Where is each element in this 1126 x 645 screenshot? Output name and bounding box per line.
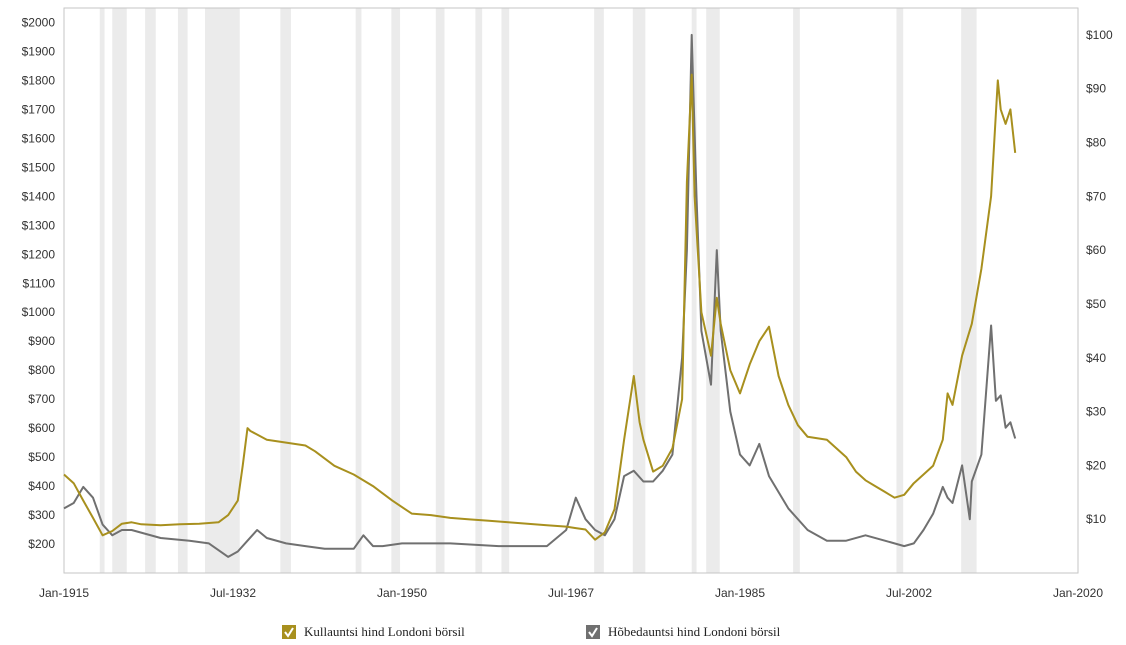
recession-band	[793, 8, 800, 573]
legend-label-silver: Hõbedauntsi hind Londoni börsil	[608, 624, 781, 639]
left-axis-tick-label: $800	[28, 363, 55, 377]
recession-band	[594, 8, 604, 573]
legend-item-gold[interactable]: Kullauntsi hind Londoni börsil	[282, 624, 465, 640]
legend: Kullauntsi hind Londoni börsil Hõbedaunt…	[0, 624, 1126, 644]
right-axis-tick-label: $100	[1086, 28, 1113, 42]
silver-checkbox-icon[interactable]	[586, 625, 600, 639]
left-axis-tick-label: $1300	[22, 218, 56, 232]
left-axis-tick-label: $600	[28, 421, 55, 435]
recession-band	[435, 8, 445, 573]
gold-checkbox-icon[interactable]	[282, 625, 296, 639]
right-axis-tick-label: $30	[1086, 405, 1106, 419]
left-axis-ticks: $200 $300 $400 $500 $600 $700 $800 $900 $1000 $11…	[22, 15, 56, 551]
recession-band	[896, 8, 904, 573]
x-axis-tick-label: Jan-1915	[39, 586, 89, 600]
left-axis-tick-label: $1400	[22, 189, 56, 203]
left-axis-tick-label: $1200	[22, 247, 56, 261]
recession-band	[706, 8, 720, 573]
legend-label-gold: Kullauntsi hind Londoni börsil	[304, 624, 465, 639]
left-axis-tick-label: $900	[28, 334, 55, 348]
left-axis-tick-label: $400	[28, 479, 55, 493]
right-axis-tick-label: $70	[1086, 189, 1106, 203]
recession-band	[632, 8, 646, 573]
right-axis-tick-label: $50	[1086, 297, 1106, 311]
recession-band	[99, 8, 105, 573]
recession-band	[961, 8, 977, 573]
recession-band	[501, 8, 510, 573]
right-axis-tick-label: $10	[1086, 512, 1106, 526]
recession-band	[355, 8, 362, 573]
gold-price-line	[63, 73, 1017, 541]
recession-bands	[99, 8, 977, 573]
recession-band	[112, 8, 127, 573]
x-axis-tick-label: Jan-2020	[1053, 586, 1103, 600]
right-axis-tick-label: $40	[1086, 351, 1106, 365]
recession-band	[177, 8, 188, 573]
right-axis-tick-label: $90	[1086, 82, 1106, 96]
left-axis-tick-label: $1500	[22, 160, 56, 174]
left-axis-tick-label: $1600	[22, 131, 56, 145]
left-axis-tick-label: $1100	[23, 276, 56, 290]
x-axis-tick-label: Jan-1985	[715, 586, 765, 600]
right-axis-tick-label: $20	[1086, 458, 1106, 472]
left-axis-tick-label: $2000	[22, 15, 56, 29]
x-axis-tick-label: Jan-1950	[377, 586, 427, 600]
left-axis-tick-label: $1800	[22, 73, 56, 87]
right-axis-ticks: $10 $20 $30 $40 $50 $60 $70 $80 $90 $100	[1086, 28, 1113, 526]
left-axis-tick-label: $1000	[22, 305, 56, 319]
x-axis-tick-label: Jul-2002	[886, 586, 932, 600]
silver-price-line	[63, 33, 1017, 558]
x-axis-ticks: Jan-1915 Jul-1932 Jan-1950 Jul-1967 Jan-1985…	[39, 586, 1103, 600]
left-axis-tick-label: $500	[28, 450, 55, 464]
left-axis-tick-label: $200	[28, 537, 55, 551]
left-axis-tick-label: $1900	[22, 44, 56, 58]
left-axis-tick-label: $1700	[22, 102, 56, 116]
recession-band	[280, 8, 291, 573]
right-axis-tick-label: $60	[1086, 243, 1106, 257]
series-layer	[63, 33, 1017, 558]
right-axis-tick-label: $80	[1086, 136, 1106, 150]
recession-band	[204, 8, 240, 573]
left-axis-tick-label: $300	[28, 508, 55, 522]
x-axis-tick-label: Jul-1967	[548, 586, 594, 600]
recession-band	[691, 8, 697, 573]
plot-frame	[63, 7, 1079, 574]
recession-band	[391, 8, 401, 573]
x-axis-tick-label: Jul-1932	[210, 586, 256, 600]
recession-band	[145, 8, 156, 573]
legend-item-silver[interactable]: Hõbedauntsi hind Londoni börsil	[586, 624, 780, 640]
left-axis-tick-label: $700	[28, 392, 55, 406]
recession-band	[475, 8, 483, 573]
